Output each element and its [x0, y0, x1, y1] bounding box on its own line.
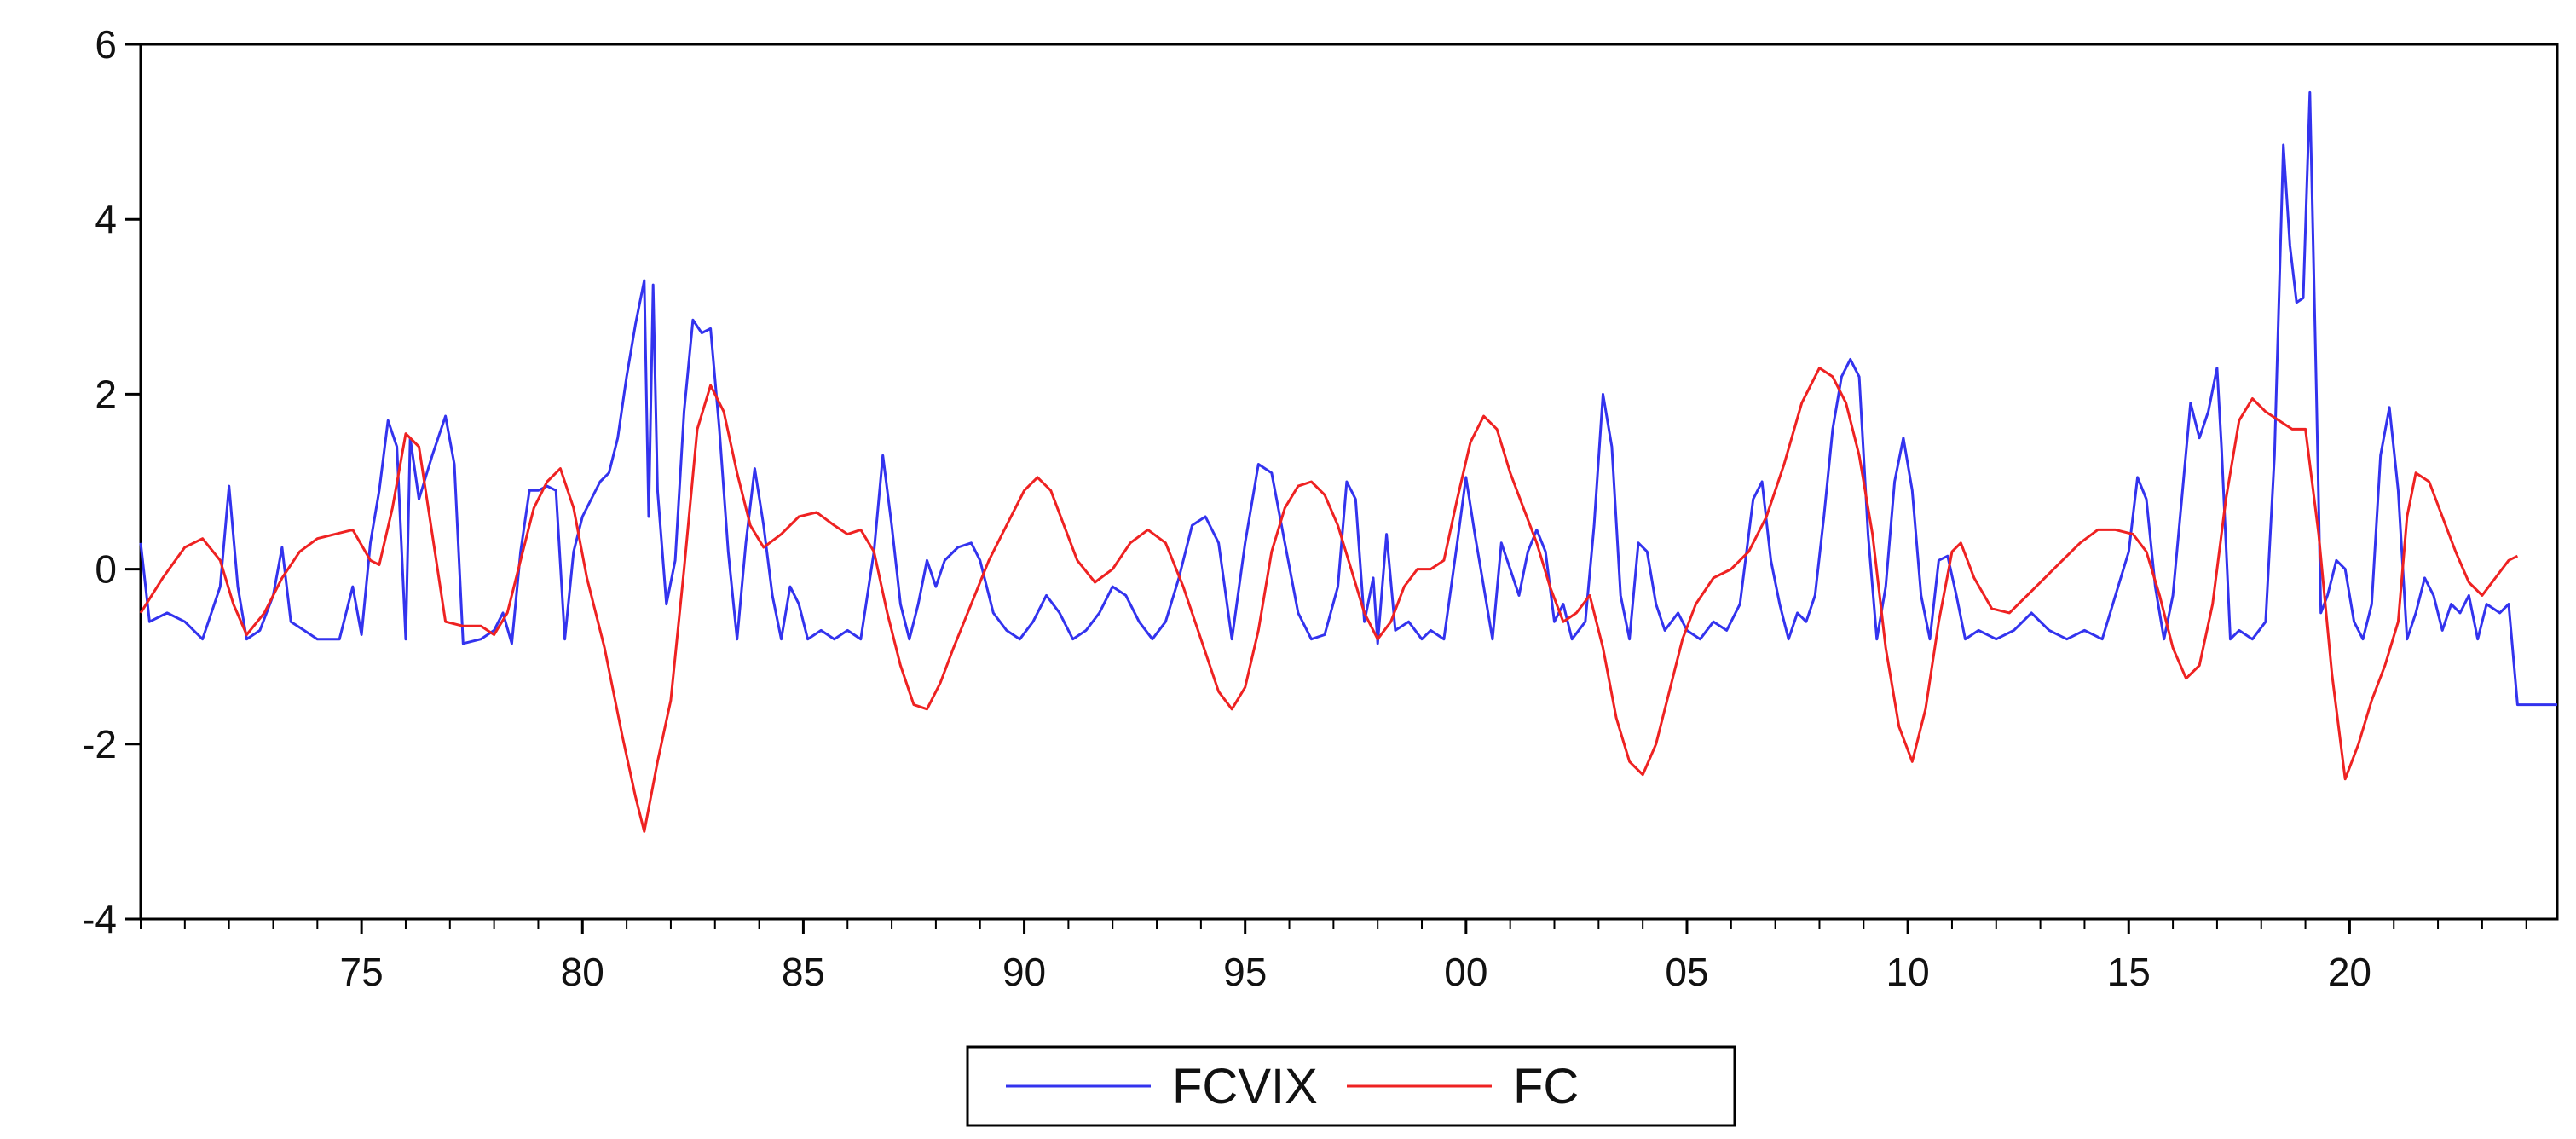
y-tick-label: -4 [82, 897, 117, 941]
x-tick-label: 10 [1886, 950, 1930, 994]
legend-label-fcvix: FCVIX [1172, 1059, 1318, 1114]
x-tick-label: 95 [1223, 950, 1267, 994]
legend: FCVIX FC [966, 1045, 1736, 1127]
x-tick-label: 85 [782, 950, 825, 994]
x-tick-label: 00 [1444, 950, 1487, 994]
x-tick-label: 75 [340, 950, 384, 994]
chart-axes: -4 -2 0 2 4 6 75 80 85 90 95 00 05 10 15 20 [82, 22, 2559, 994]
series-line-fc [139, 367, 2519, 833]
plot-frame [139, 43, 2559, 921]
x-tick-label: 20 [2328, 950, 2371, 994]
y-tick-label: 2 [95, 372, 117, 416]
y-tick-label: 4 [95, 197, 117, 241]
y-tick-label: 0 [95, 547, 117, 592]
x-tick-label: 90 [1002, 950, 1046, 994]
x-tick-label: 15 [2107, 950, 2151, 994]
y-tick-label: 6 [95, 22, 117, 66]
y-tick-label: -2 [82, 722, 117, 766]
legend-label-fc: FC [1513, 1059, 1579, 1114]
series-line-fcvix [139, 90, 2557, 707]
x-tick-label: 80 [561, 950, 604, 994]
series-layer [139, 90, 2557, 833]
x-tick-label: 05 [1665, 950, 1708, 994]
